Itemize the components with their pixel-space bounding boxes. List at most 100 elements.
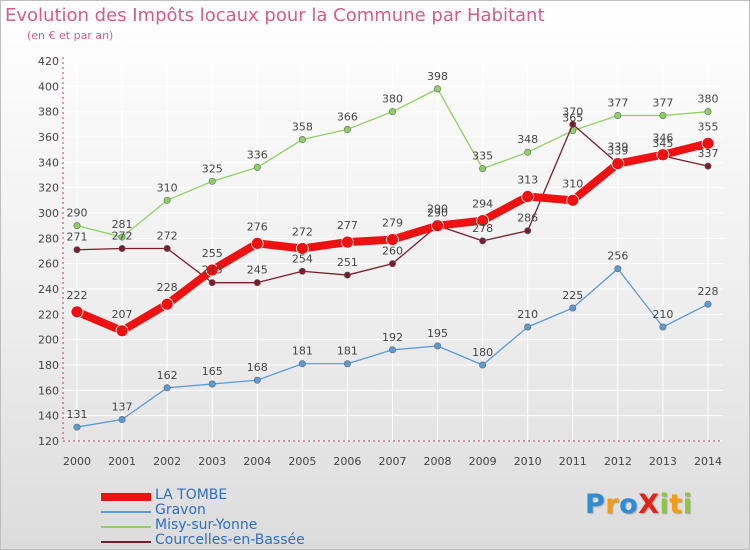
data-label-gravon: 195 [427,327,448,340]
data-point-misy-sur-yonne [343,125,351,133]
y-tick-label: 140 [38,410,59,423]
logo-letter: r [605,489,620,520]
data-label-gravon: 162 [157,369,178,382]
legend-label: Courcelles-en-Bassée [155,532,305,548]
x-tick-label: 2010 [514,455,542,468]
data-point-courcelles-en-bass-e [479,237,487,245]
x-tick-label: 2006 [333,455,361,468]
data-label-courcelles-en-bass-e: 339 [607,145,628,158]
data-point-gravon [704,300,712,308]
data-point-la-tombe [295,242,309,255]
data-label-courcelles-en-bass-e: 254 [292,252,313,265]
logo-letter: i [682,489,693,520]
legend-label: LA TOMBE [155,487,228,503]
data-label-la-tombe: 313 [517,174,538,187]
data-point-la-tombe [701,136,715,150]
data-point-courcelles-en-bass-e [524,227,532,235]
data-label-misy-sur-yonne: 325 [202,162,223,175]
data-label-gravon: 131 [67,408,88,421]
data-label-courcelles-en-bass-e: 337 [697,147,718,160]
data-point-la-tombe [521,190,535,203]
x-tick-label: 2007 [378,455,406,468]
data-point-la-tombe [431,219,444,233]
data-point-la-tombe [70,305,84,319]
legend-label: Gravon [155,502,206,518]
data-label-misy-sur-yonne: 348 [517,133,538,146]
chart-subtitle: (en € et par an) [27,29,114,42]
data-label-gravon: 225 [562,289,583,302]
data-point-courcelles-en-bass-e [208,279,216,287]
x-tick-label: 2008 [424,455,452,468]
data-point-gravon [388,346,396,354]
legend-swatch [101,526,151,528]
data-label-courcelles-en-bass-e: 251 [337,256,358,269]
y-tick-label: 160 [38,384,59,397]
data-point-gravon [298,360,306,368]
x-tick-label: 2003 [198,455,226,468]
data-label-la-tombe: 272 [292,225,313,238]
data-point-gravon [614,265,622,273]
data-label-courcelles-en-bass-e: 272 [157,229,178,242]
data-label-courcelles-en-bass-e: 370 [562,105,583,118]
y-tick-label: 380 [38,106,59,119]
data-label-misy-sur-yonne: 365 [562,112,583,125]
data-point-gravon [434,342,442,350]
data-label-gravon: 137 [112,400,133,413]
data-label-misy-sur-yonne: 336 [247,148,268,161]
data-label-gravon: 192 [382,331,403,344]
data-label-misy-sur-yonne: 310 [157,181,178,194]
data-label-la-tombe: 290 [427,203,448,216]
data-label-la-tombe: 255 [202,247,223,260]
y-tick-label: 400 [38,80,59,93]
data-label-gravon: 181 [337,345,358,358]
data-label-gravon: 256 [607,250,628,263]
y-tick-label: 300 [38,207,59,220]
data-point-courcelles-en-bass-e [298,267,306,275]
data-point-courcelles-en-bass-e [704,162,712,170]
y-tick-label: 200 [38,334,59,347]
data-label-la-tombe: 228 [157,281,178,294]
data-label-gravon: 210 [652,308,673,321]
data-point-misy-sur-yonne [614,111,622,119]
data-label-la-tombe: 294 [472,198,493,211]
data-point-misy-sur-yonne [298,136,306,144]
data-point-misy-sur-yonne [253,163,261,171]
data-label-la-tombe: 346 [652,132,673,145]
data-point-gravon [524,323,532,331]
data-label-courcelles-en-bass-e: 245 [247,264,268,277]
data-point-misy-sur-yonne [73,222,81,230]
y-tick-label: 260 [38,258,59,271]
data-point-la-tombe [341,235,354,249]
data-label-la-tombe: 279 [382,217,403,230]
logo-letter: X [638,489,660,520]
data-label-gravon: 180 [472,346,493,359]
data-point-courcelles-en-bass-e [253,279,261,287]
data-point-gravon [208,380,216,388]
data-label-misy-sur-yonne: 281 [112,218,133,231]
y-tick-label: 340 [38,156,59,169]
x-tick-label: 2001 [108,455,136,468]
y-tick-label: 420 [38,55,59,68]
x-tick-label: 2013 [649,455,677,468]
proxiti-logo: ProXiti [585,489,692,520]
legend-swatch [101,493,151,501]
y-tick-label: 220 [38,308,59,321]
data-label-misy-sur-yonne: 290 [67,207,88,220]
data-point-courcelles-en-bass-e [343,271,351,279]
data-point-la-tombe [476,214,490,228]
data-label-courcelles-en-bass-e: 260 [382,245,403,258]
data-label-misy-sur-yonne: 398 [427,70,448,83]
data-point-gravon [479,361,487,369]
data-label-gravon: 181 [292,345,313,358]
data-point-la-tombe [160,297,174,311]
data-label-misy-sur-yonne: 335 [472,150,493,163]
data-label-la-tombe: 339 [607,141,628,154]
data-label-misy-sur-yonne: 380 [697,93,718,106]
data-label-misy-sur-yonne: 380 [382,93,403,106]
x-tick-label: 2004 [243,455,271,468]
data-point-la-tombe [386,233,399,247]
y-tick-label: 180 [38,359,59,372]
y-tick-label: 240 [38,283,59,296]
